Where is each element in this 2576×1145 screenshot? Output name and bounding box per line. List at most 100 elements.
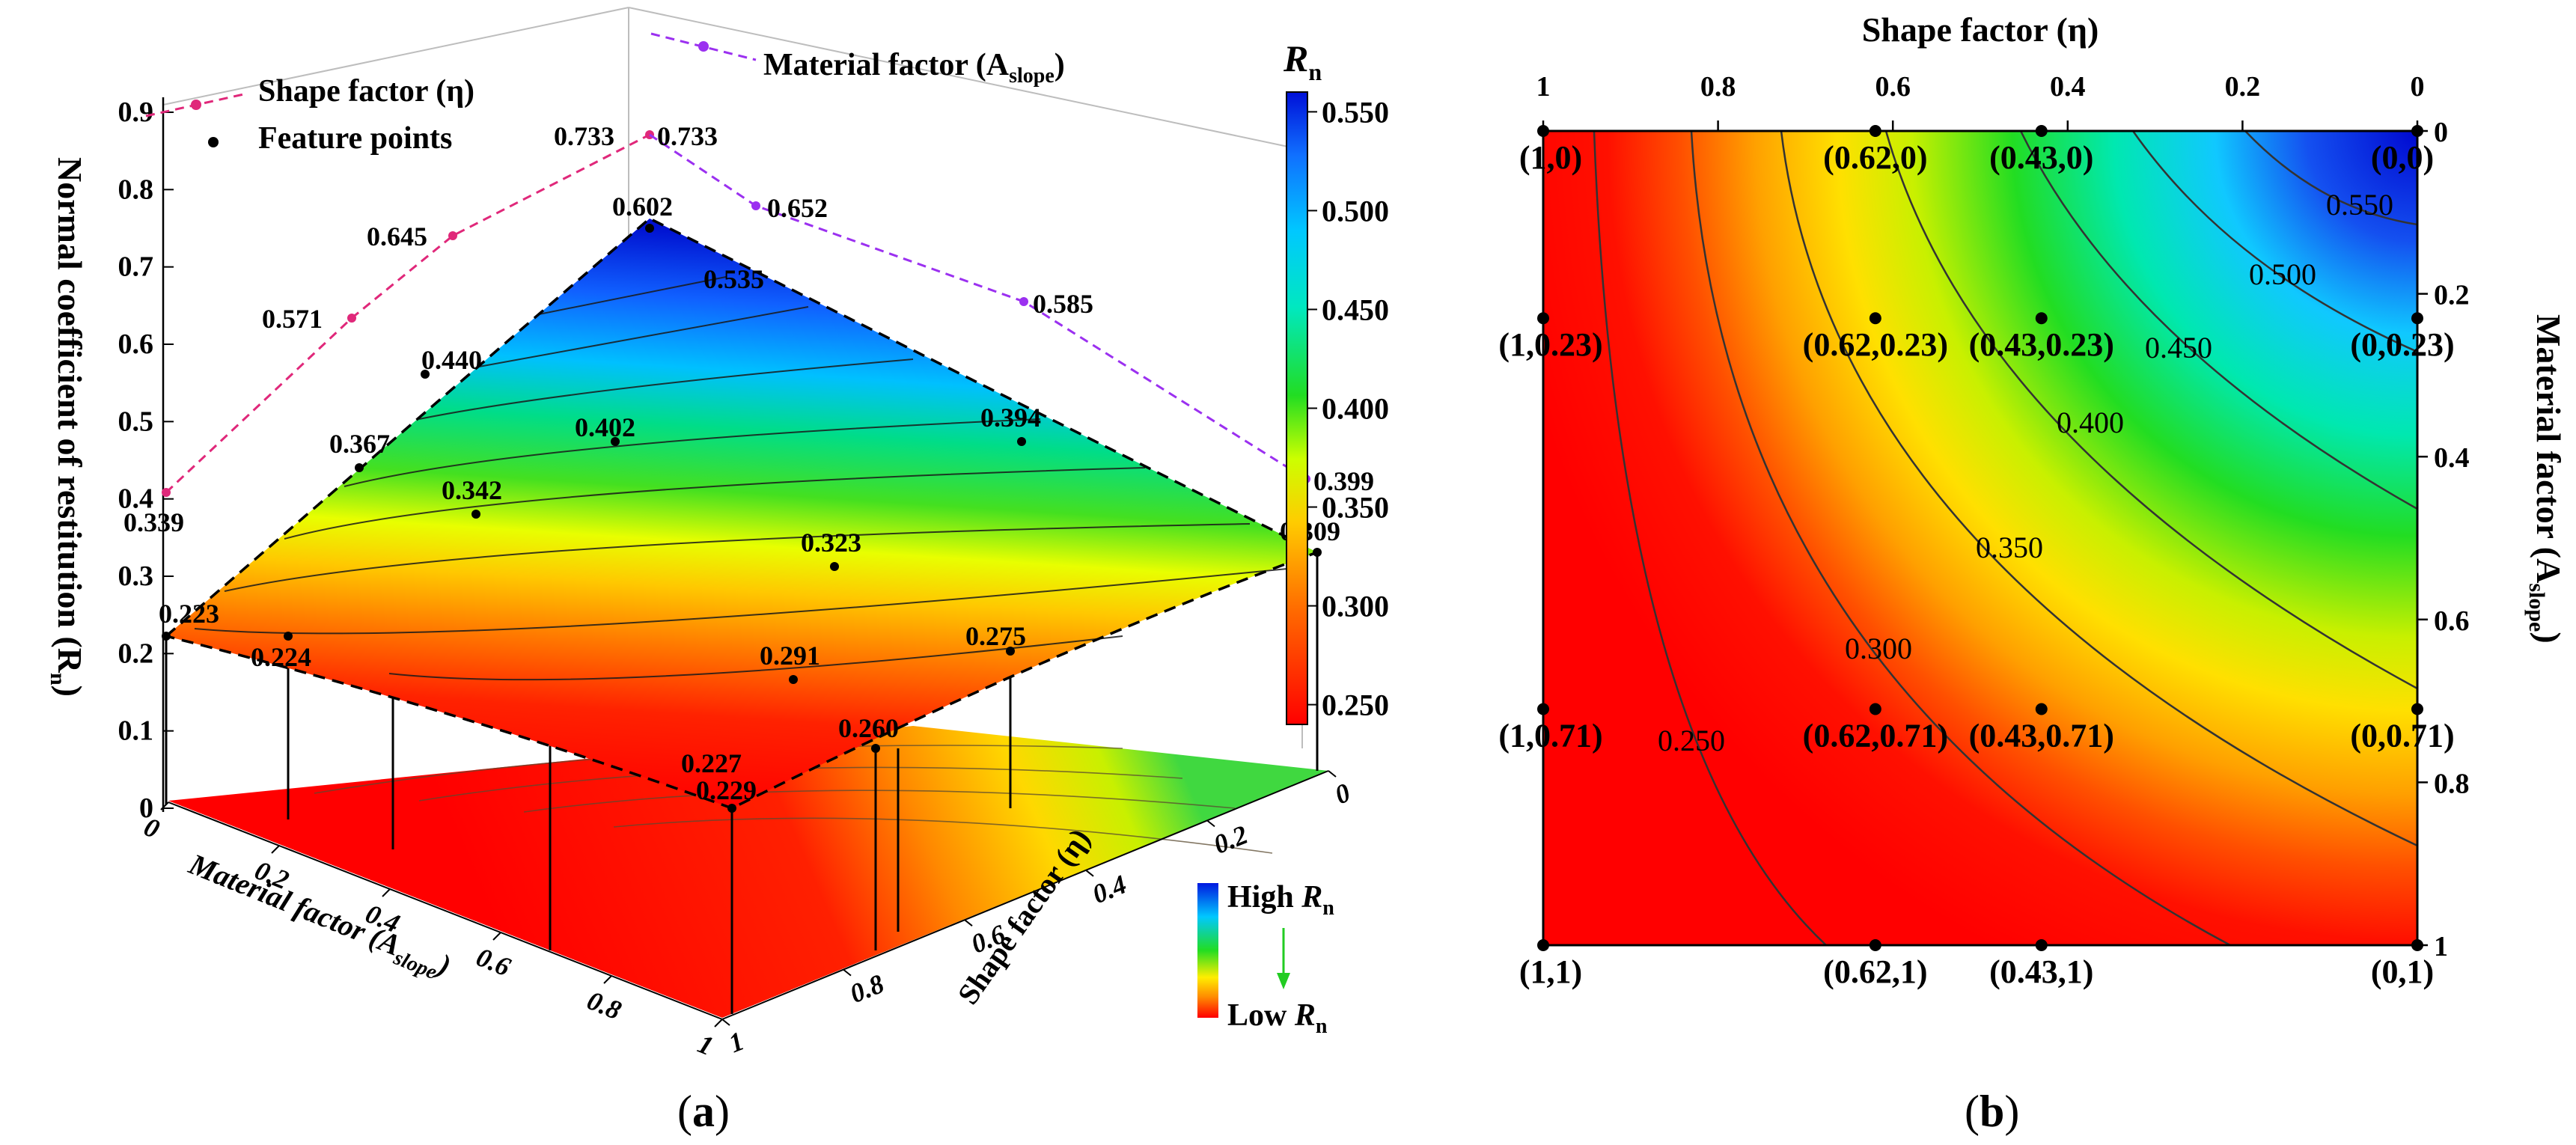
- feature-point: [1537, 312, 1549, 325]
- contour-plot-area: [1543, 131, 2417, 945]
- feature-point: [2035, 703, 2048, 715]
- shape-factor-curve: [165, 133, 650, 494]
- point-label: (0,0.23): [2350, 326, 2454, 363]
- top-tick-label: 0.6: [1875, 71, 1911, 103]
- right-tick-label: 0.6: [2434, 605, 2470, 637]
- feature-point: [830, 562, 839, 571]
- panel-b: 0.550 0.500 0.450 0.400 0.350 0.300 0.25…: [1498, 10, 2568, 1136]
- surface-label: 0.275: [965, 621, 1026, 651]
- z-tick-label: 0.1: [118, 715, 154, 747]
- gradient-high-label: High Rn: [1227, 880, 1334, 920]
- feature-point: [1313, 548, 1322, 557]
- y-tick-mark: [1206, 819, 1215, 828]
- point-label: (0,0.71): [2350, 717, 2454, 754]
- panel-b-caption: (b): [1965, 1087, 2019, 1136]
- y-tick-mark: [1328, 770, 1337, 778]
- feature-points: [162, 224, 1322, 813]
- feature-point: [727, 804, 736, 813]
- colorbar-ticks: 0.250 0.300 0.350 0.400 0.450 0.500 0.550: [1307, 95, 1389, 722]
- z-tick-label: 0: [139, 793, 153, 824]
- point-label: (0.43,0.23): [1969, 326, 2114, 363]
- top-surface: [166, 219, 1317, 808]
- feature-point: [1537, 703, 1549, 715]
- z-tick-label: 0.3: [118, 561, 154, 592]
- contour-line: [418, 358, 914, 420]
- feature-point: [2411, 703, 2423, 715]
- contour-line: [284, 467, 1146, 540]
- contour-label: 0.300: [1845, 632, 1912, 665]
- panel-a-caption: (a): [677, 1087, 730, 1136]
- colorbar-tick-label: 0.250: [1322, 688, 1389, 722]
- feature-point: [1869, 939, 1881, 951]
- feature-point: [2411, 125, 2423, 137]
- right-tick-label: 0.4: [2434, 442, 2470, 474]
- contour-line: [388, 635, 1123, 681]
- z-tick-label: 0.8: [118, 174, 154, 205]
- caption-letter: b: [1980, 1087, 2004, 1136]
- surface-label: 0.227: [681, 748, 742, 778]
- right-ticks: 0 0.2 0.4 0.6 0.8 1: [2417, 117, 2470, 962]
- z-ticks: 0 0.1 0.2 0.3 0.4 0.5 0.6 0.7 0.8 0.9: [118, 97, 174, 824]
- contour-line: [2131, 131, 2417, 353]
- point-label: (0.43,1): [1989, 953, 2093, 990]
- point-label: (0,1): [2371, 953, 2434, 990]
- top-axis-label: Shape factor (η): [1862, 10, 2099, 49]
- feature-point: [1869, 312, 1881, 325]
- feature-point: [2035, 125, 2048, 137]
- frame-line: [162, 7, 629, 106]
- shape-point: [162, 488, 171, 497]
- x-tick-mark: [492, 932, 501, 941]
- panel-a: 0 0.1 0.2 0.3 0.4 0.5 0.6 0.7 0.8 0.9: [46, 7, 1389, 1136]
- surface-label: 0.224: [251, 642, 311, 672]
- surface-label: 0.535: [703, 264, 764, 294]
- point-label: (1,1): [1519, 953, 1582, 990]
- contour-label: 0.250: [1658, 724, 1725, 757]
- colorbar-tick-label: 0.350: [1322, 491, 1389, 525]
- contour-label: 0.450: [2145, 331, 2212, 364]
- surface-label: 0.440: [421, 345, 482, 375]
- right-tick-label: 1: [2434, 931, 2448, 962]
- y-tick-label: 0.8: [846, 968, 888, 1009]
- gradient-legend-bar: [1197, 883, 1218, 1018]
- surface-label: 0.260: [838, 713, 899, 743]
- y-tick-label: 0: [1331, 778, 1355, 810]
- y-tick-label: 1: [724, 1026, 748, 1059]
- material-curve-label: 0.399: [1313, 466, 1374, 496]
- x-tick-mark: [603, 975, 612, 984]
- contour-label: 0.550: [2326, 188, 2393, 222]
- feature-point: [421, 370, 430, 379]
- contour-line: [1884, 131, 2417, 690]
- feature-point: [1537, 939, 1549, 951]
- material-curve-label: 0.652: [767, 193, 828, 223]
- contour-line: [478, 306, 809, 367]
- contour-line: [2019, 131, 2417, 510]
- base-surface: [168, 726, 1328, 1018]
- point-label: (0.62,0): [1823, 139, 1927, 176]
- material-factor-curve: [649, 133, 1307, 480]
- legend-material-marker: [698, 41, 709, 52]
- feature-point: [789, 675, 798, 684]
- colorbar-bar: [1286, 91, 1308, 725]
- surface-label: 0.342: [442, 475, 502, 505]
- legend-shape-label: Shape factor (η): [258, 74, 474, 109]
- top-tick-label: 0.8: [1700, 71, 1736, 103]
- contour-line: [2244, 131, 2417, 226]
- top-tick-label: 0.2: [2225, 71, 2261, 103]
- contour-line: [1780, 131, 2417, 847]
- feature-point: [871, 744, 880, 753]
- contour-line: [613, 817, 1273, 854]
- z-tick-label: 0.9: [118, 97, 154, 128]
- surface-label: 0.602: [612, 192, 673, 222]
- z-tick-label: 0.5: [118, 406, 154, 437]
- contour-label: 0.500: [2249, 257, 2316, 291]
- surface-label: 0.367: [329, 429, 390, 459]
- feature-point: [1017, 437, 1026, 446]
- gradient-legend: High Rn Low Rn: [1197, 880, 1334, 1038]
- feature-point: [2411, 939, 2423, 951]
- y-tick-label: 0.4: [1088, 869, 1131, 909]
- contour-labels: 0.550 0.500 0.450 0.400 0.350 0.300 0.25…: [1658, 188, 2393, 757]
- surface-outline: [163, 216, 1321, 810]
- material-curve-label: 0.585: [1033, 289, 1093, 319]
- stems: [165, 552, 1319, 1014]
